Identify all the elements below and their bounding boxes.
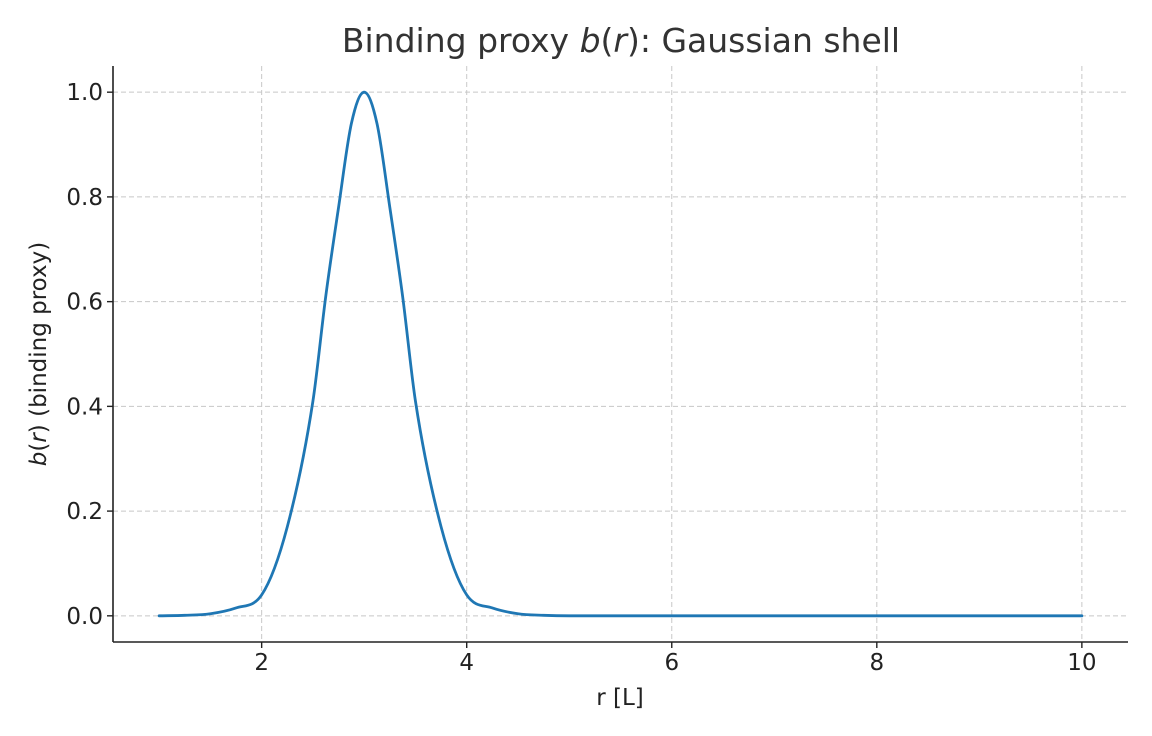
ticks: 2 4 6 8 10 0.0 0.2 0.4 0.6 0.8 1.0 — [66, 80, 1096, 676]
y-axis-label-math-var: r — [26, 432, 52, 443]
y-axis-label-paren-close: ) — [26, 424, 52, 433]
y-tick-label: 1.0 — [66, 80, 103, 106]
y-tick-label: 0.4 — [66, 394, 103, 420]
y-axis-label-rest: (binding proxy) — [26, 242, 52, 424]
x-tick-label: 8 — [869, 650, 884, 676]
chart-title-math-var: r — [613, 21, 629, 60]
y-axis-label-math: b — [26, 452, 52, 467]
series-layer — [157, 90, 1084, 618]
series-line — [157, 90, 1084, 618]
y-axis-label-paren-open: ( — [26, 443, 52, 452]
chart-title: Binding proxy b(r): Gaussian shell — [342, 21, 900, 60]
y-tick-label: 0.8 — [66, 185, 103, 211]
x-tick-label: 2 — [254, 650, 269, 676]
chart-title-main: Binding proxy — [342, 21, 580, 60]
x-axis-label: r [L] — [596, 685, 644, 711]
y-tick-label: 0.2 — [66, 499, 103, 525]
y-tick-label: 0.6 — [66, 290, 103, 316]
x-tick-label: 4 — [459, 650, 474, 676]
x-tick-label: 10 — [1067, 650, 1096, 676]
chart-title-math: b — [580, 21, 601, 60]
grid — [113, 66, 1128, 642]
x-tick-label: 6 — [664, 650, 679, 676]
chart-title-paren-open: ( — [601, 21, 614, 60]
y-tick-label: 0.0 — [66, 604, 103, 630]
chart-title-rest: : Gaussian shell — [640, 21, 900, 60]
chart-title-paren-close: ) — [627, 21, 640, 60]
y-axis-label: b(r) (binding proxy) — [26, 242, 52, 467]
